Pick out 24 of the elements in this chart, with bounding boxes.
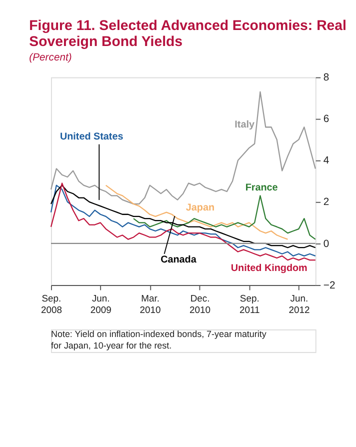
- x-tick-label: Sep. 2011: [239, 294, 260, 316]
- x-tick-label: Sep. 2008: [40, 294, 62, 316]
- y-tick-label: 2: [323, 197, 330, 208]
- y-tick-label: 6: [323, 114, 330, 126]
- y-tick-label: 0: [323, 238, 330, 250]
- y-tick-label: −2: [323, 280, 336, 292]
- x-tick-label: Jun. 2012: [288, 294, 310, 316]
- text: United States: [60, 132, 124, 143]
- x-tick-label: Mar. 2010: [140, 294, 161, 316]
- line-series: [50, 91, 316, 205]
- text: Note: Yield on inflation-indexed bonds, 7-year maturity for Japan, 10-year for the rest.: [50, 328, 267, 350]
- x-tick-label: Jun. 2009: [90, 294, 112, 316]
- text: Canada: [160, 254, 197, 266]
- line-series: [132, 195, 316, 240]
- series-label: Italy: [234, 119, 255, 130]
- chart-subtitle: (Percent): [29, 52, 72, 64]
- x-tick-label: Dec. 2010: [190, 294, 211, 316]
- series-label: Japan: [186, 202, 215, 214]
- series-label: France: [245, 182, 278, 194]
- line-series: [105, 184, 288, 240]
- y-tick-label: 8: [323, 72, 330, 84]
- series-label: United Kingdom: [230, 262, 308, 274]
- y-tick-label: 4: [323, 156, 330, 167]
- chart-title: Figure 11. Selected Advanced Economies: Real Sovereign Bond Yields: [29, 18, 346, 50]
